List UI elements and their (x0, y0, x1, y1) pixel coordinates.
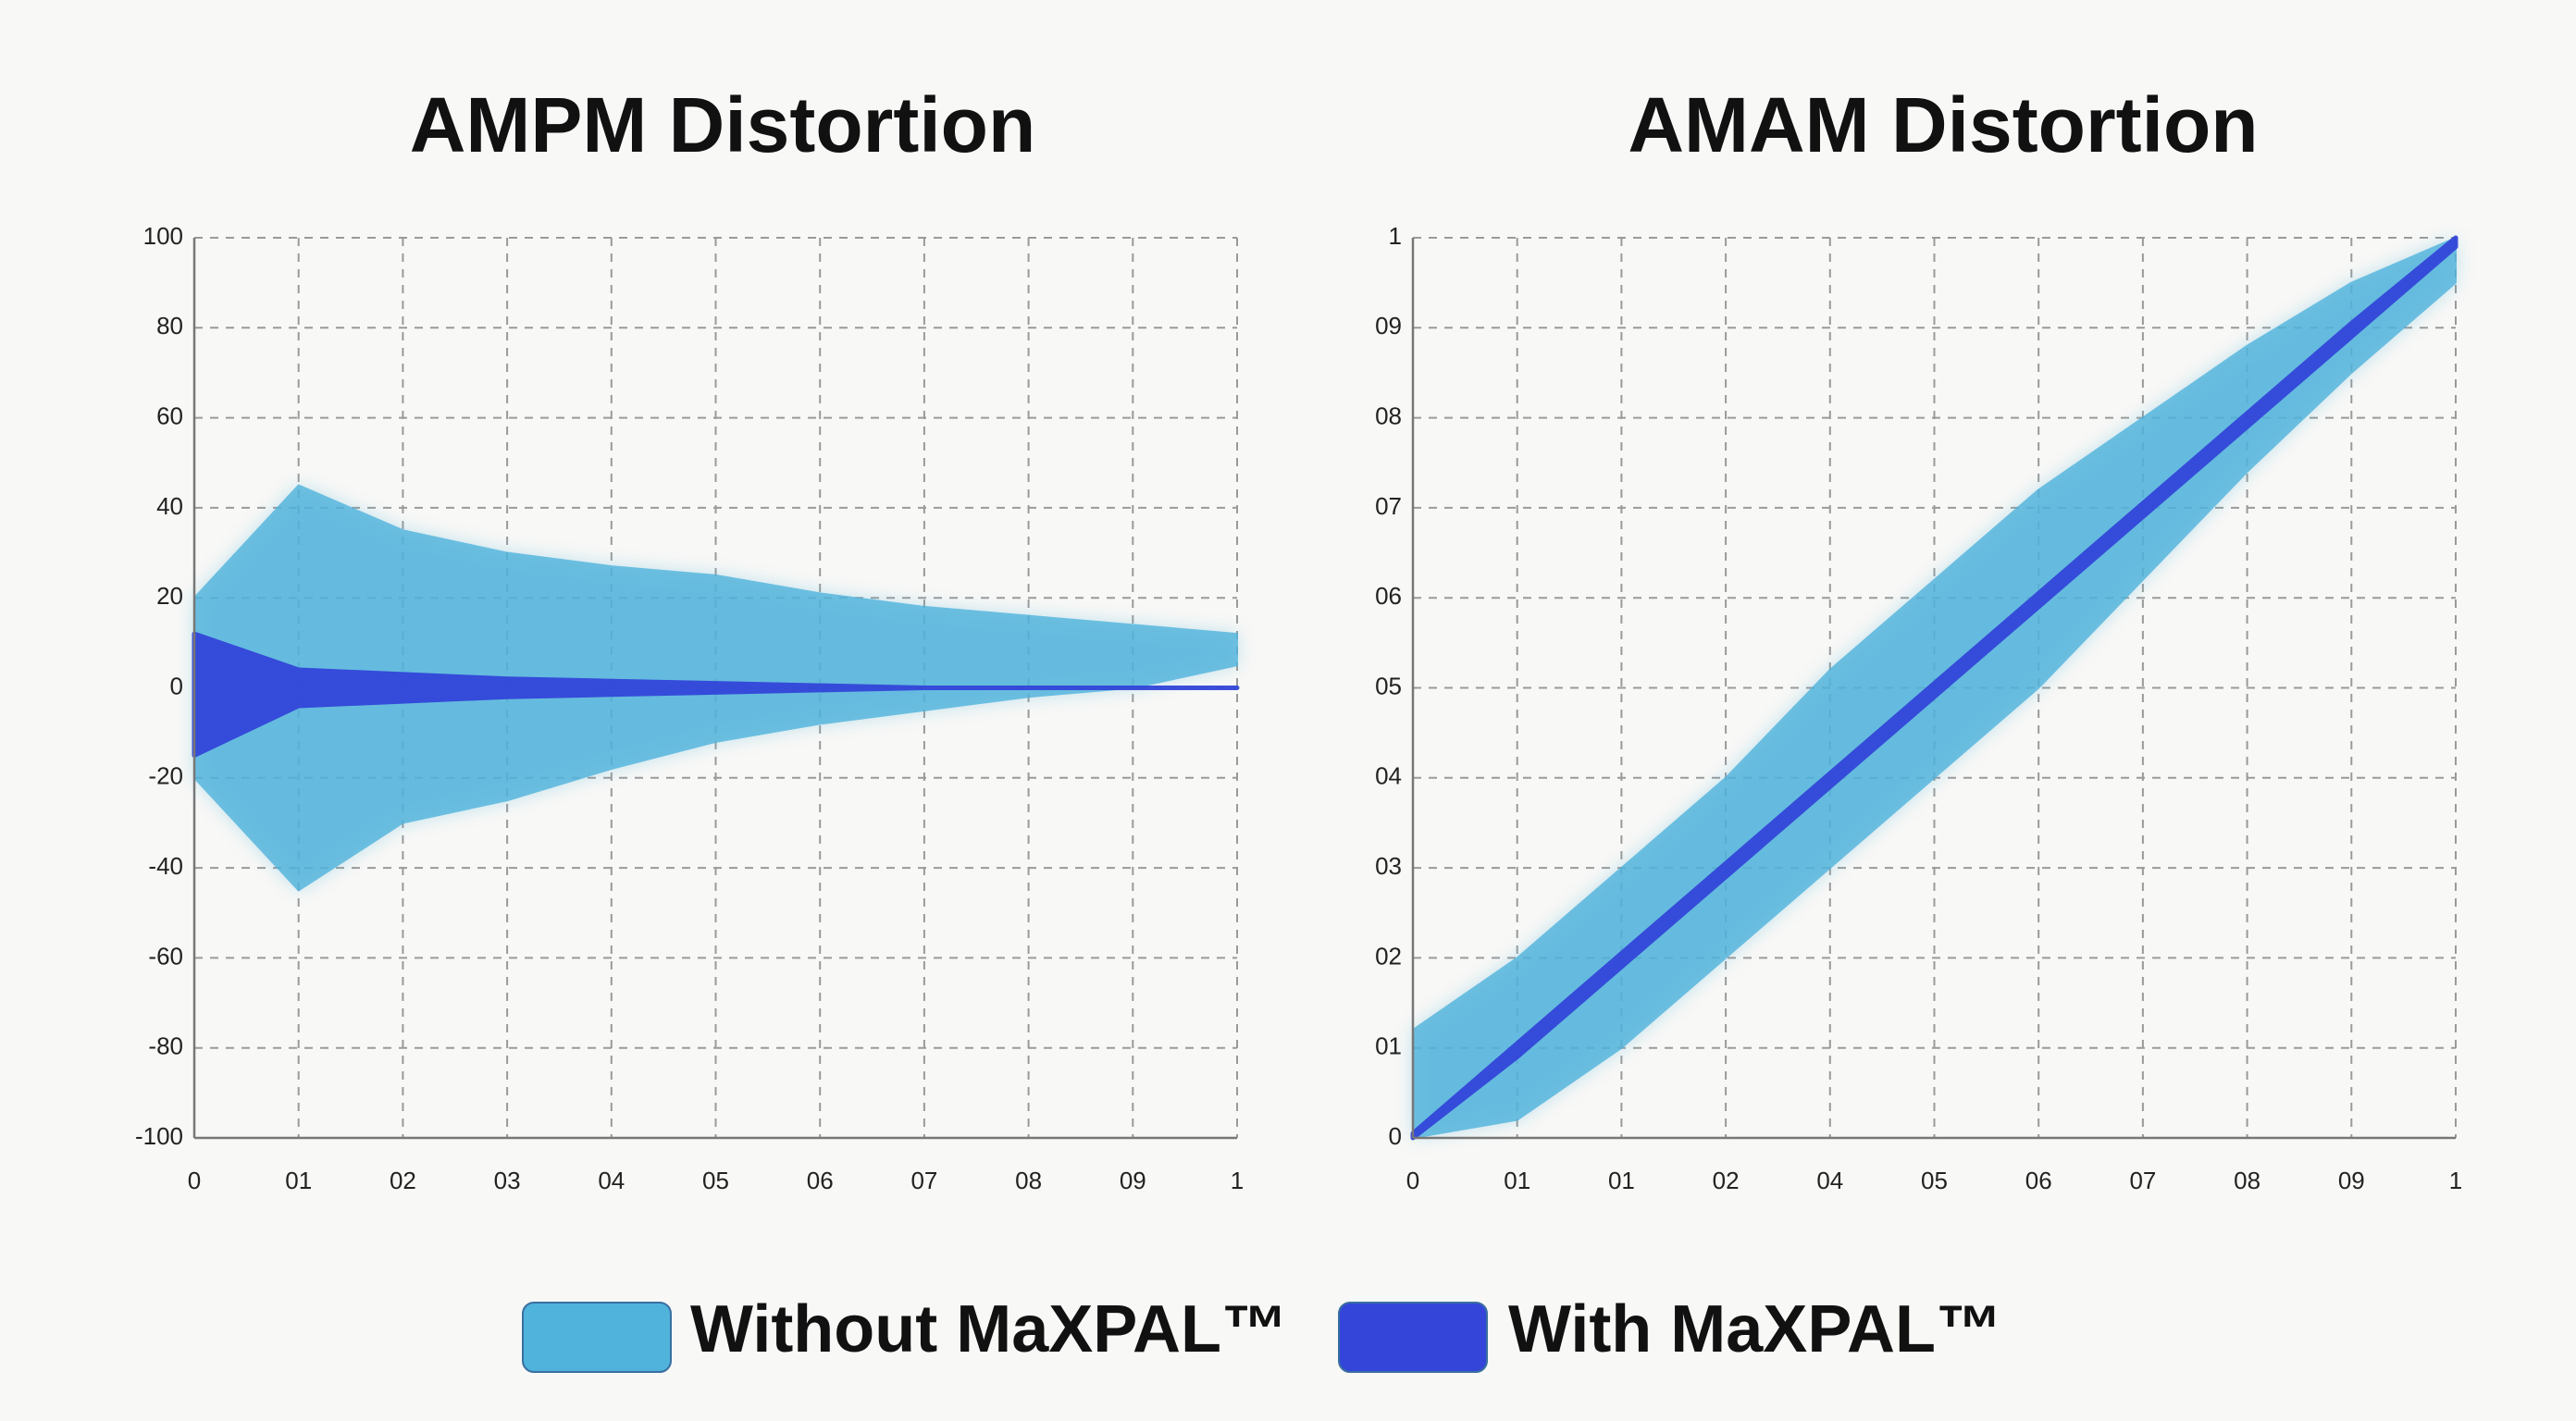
y-tick-label: 04 (1375, 762, 1402, 790)
corrected-band (1410, 235, 2458, 1141)
x-tick-label: 01 (285, 1167, 312, 1194)
y-tick-label: 03 (1375, 852, 1402, 880)
x-tick-label: 08 (2234, 1167, 2260, 1194)
legend-label: Without MaXPAL™ (690, 1292, 1288, 1366)
y-tick-label: -80 (148, 1032, 183, 1060)
y-tick-label: 80 (156, 312, 183, 340)
x-tick-label: 01 (1608, 1167, 1635, 1194)
x-tick-label: 07 (910, 1167, 937, 1194)
y-tick-label: 09 (1375, 312, 1402, 340)
y-tick-label: -20 (148, 762, 183, 790)
x-tick-label: 0 (1406, 1167, 1419, 1194)
x-tick-label: 05 (1921, 1167, 1948, 1194)
x-tick-label: 05 (702, 1167, 729, 1194)
x-tick-label: 1 (1231, 1167, 1244, 1194)
y-tick-label: 08 (1375, 402, 1402, 429)
x-tick-label: 07 (2129, 1167, 2156, 1194)
y-tick-label: 01 (1375, 1032, 1402, 1060)
legend-swatch (1338, 1302, 1488, 1373)
y-tick-label: 05 (1375, 672, 1402, 699)
y-tick-label: 02 (1375, 942, 1402, 970)
x-tick-label: 01 (1504, 1167, 1530, 1194)
y-tick-label: 60 (156, 402, 183, 429)
legend-swatch (522, 1302, 672, 1373)
y-tick-label: -40 (148, 852, 183, 880)
chart-title: AMAM Distortion (1628, 81, 2258, 168)
legend-label: With MaXPAL™ (1508, 1292, 2002, 1366)
x-tick-label: 02 (1713, 1167, 1740, 1194)
x-tick-label: 02 (390, 1167, 416, 1194)
y-tick-label: -100 (135, 1122, 183, 1150)
y-tick-label: 0 (170, 672, 183, 699)
y-tick-label: 20 (156, 582, 183, 610)
x-tick-label: 03 (494, 1167, 521, 1194)
x-tick-label: 04 (1816, 1167, 1843, 1194)
x-tick-label: 08 (1015, 1167, 1042, 1194)
y-tick-label: 1 (1389, 222, 1402, 250)
x-tick-label: 09 (1120, 1167, 1146, 1194)
y-tick-label: 06 (1375, 582, 1402, 610)
x-tick-label: 1 (2449, 1167, 2462, 1194)
chart-title: AMPM Distortion (410, 81, 1036, 168)
x-tick-label: 09 (2338, 1167, 2365, 1194)
y-tick-label: 07 (1375, 492, 1402, 520)
y-tick-label: -60 (148, 942, 183, 970)
x-tick-label: 06 (2025, 1167, 2052, 1194)
y-tick-label: 100 (143, 222, 183, 250)
y-tick-label: 40 (156, 492, 183, 520)
x-tick-label: 0 (188, 1167, 201, 1194)
corrected-band (192, 631, 1240, 758)
y-tick-label: 0 (1389, 1122, 1402, 1150)
x-tick-label: 04 (598, 1167, 625, 1194)
x-tick-label: 06 (807, 1167, 834, 1194)
